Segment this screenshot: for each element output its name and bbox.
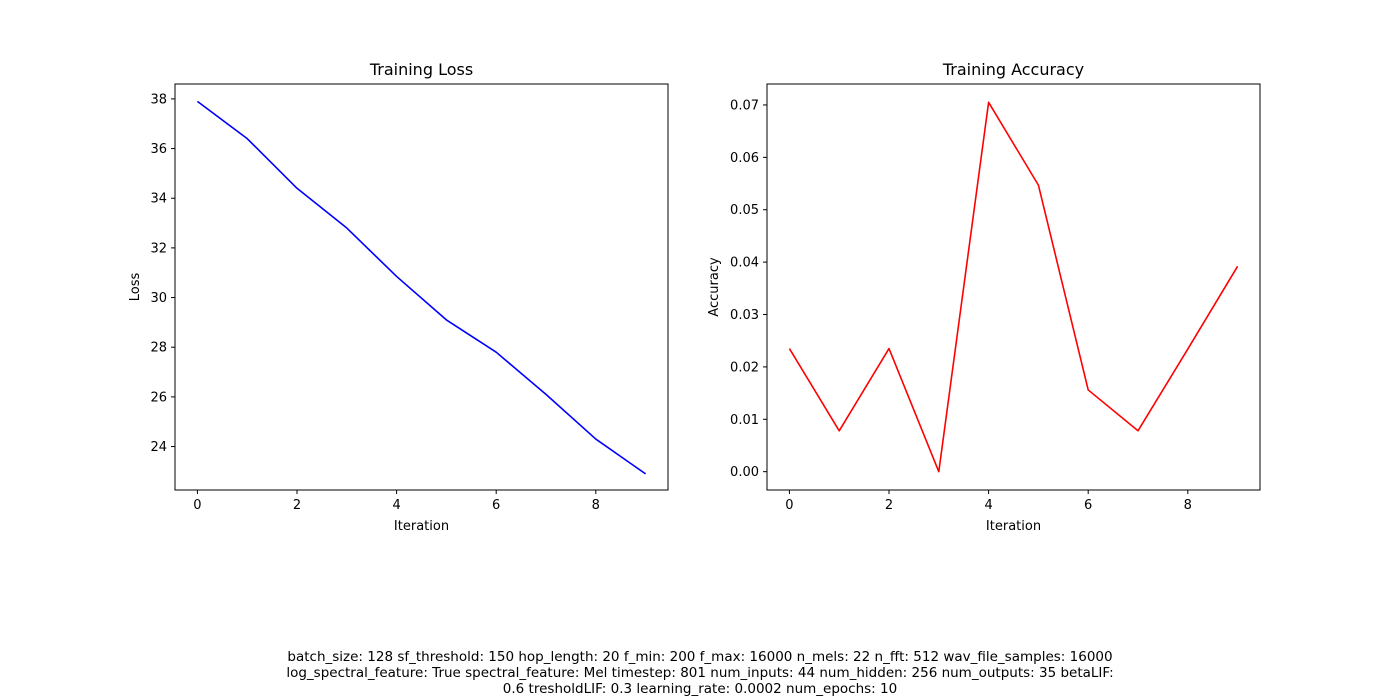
y-tick-label: 32 xyxy=(150,241,167,256)
y-tick-label: 30 xyxy=(150,291,167,306)
x-tick-label: 2 xyxy=(885,498,893,513)
x-tick-label: 8 xyxy=(592,498,600,513)
x-axis-label: Iteration xyxy=(394,519,449,534)
y-tick-label: 0.02 xyxy=(730,360,759,375)
x-axis-label: Iteration xyxy=(986,519,1041,534)
x-tick-label: 4 xyxy=(984,498,992,513)
chart-title: Training Accuracy xyxy=(942,60,1084,79)
y-tick-label: 0.01 xyxy=(730,413,759,428)
y-axis-label: Loss xyxy=(128,273,143,302)
y-tick-label: 36 xyxy=(150,142,167,157)
y-tick-label: 0.07 xyxy=(730,98,759,113)
y-tick-label: 26 xyxy=(150,390,167,405)
x-tick-label: 0 xyxy=(785,498,793,513)
caption-line: batch_size: 128 sf_threshold: 150 hop_le… xyxy=(287,649,1113,665)
y-axis-label: Accuracy xyxy=(707,257,722,317)
y-tick-label: 0.03 xyxy=(730,308,759,323)
series-line xyxy=(788,101,1239,473)
plot-frame xyxy=(766,83,1261,491)
x-tick-label: 0 xyxy=(193,498,201,513)
x-tick-label: 6 xyxy=(1084,498,1092,513)
plot-frame xyxy=(174,83,669,491)
chart-title: Training Loss xyxy=(369,60,473,79)
x-tick-label: 6 xyxy=(492,498,500,513)
y-tick-label: 0.06 xyxy=(730,151,759,166)
chart-panel-2: 0 2 4 6 8 0.00 0.01 0.02 0.03 0.04 0.05 0.06 0.07 Tra… xyxy=(707,60,1261,534)
hyperparameter-caption: batch_size: 128 sf_threshold: 150 hop_le… xyxy=(0,649,1400,697)
y-tick-label: 38 xyxy=(150,92,167,107)
x-tick-label: 8 xyxy=(1184,498,1192,513)
y-tick-label: 28 xyxy=(150,341,167,356)
caption-line: 0.6 tresholdLIF: 0.3 learning_rate: 0.00… xyxy=(502,681,898,697)
x-tick-label: 4 xyxy=(392,498,400,513)
y-tick-label: 0.05 xyxy=(730,203,759,218)
caption-line: log_spectral_feature: True spectral_feat… xyxy=(286,665,1114,681)
y-tick-label: 24 xyxy=(150,440,167,455)
series-line xyxy=(196,100,647,475)
y-tick-label: 0.00 xyxy=(730,465,759,480)
y-tick-label: 0.04 xyxy=(730,256,759,271)
y-tick-label: 34 xyxy=(150,192,167,207)
x-tick-label: 2 xyxy=(293,498,301,513)
